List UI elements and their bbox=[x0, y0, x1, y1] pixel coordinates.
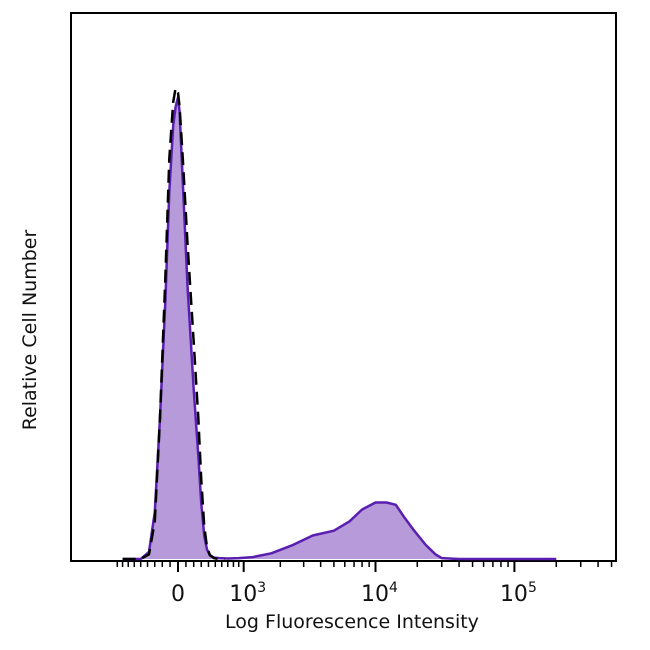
control-histogram-dashed-line bbox=[122, 86, 225, 561]
minor-tick-layer bbox=[116, 561, 613, 567]
x-tick-label: 0 bbox=[171, 582, 185, 607]
plot-frame bbox=[70, 12, 617, 562]
sample-histogram-fill bbox=[122, 97, 557, 560]
major-tick-layer bbox=[177, 561, 516, 572]
tick-label-layer: 0 103 104 105 bbox=[171, 580, 537, 607]
series-layer bbox=[122, 86, 557, 561]
sample-histogram-outline bbox=[122, 96, 557, 561]
y-axis-title: Relative Cell Number bbox=[19, 230, 41, 431]
x-tick-label: 105 bbox=[500, 580, 537, 607]
x-tick-label: 103 bbox=[229, 580, 266, 607]
x-axis-title: Log Fluorescence Intensity bbox=[225, 611, 479, 633]
x-tick-label: 104 bbox=[361, 580, 398, 607]
